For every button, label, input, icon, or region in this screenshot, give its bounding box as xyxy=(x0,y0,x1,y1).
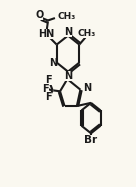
Text: Br: Br xyxy=(84,135,98,145)
Text: CH₃: CH₃ xyxy=(77,29,96,38)
Text: HN: HN xyxy=(38,29,55,39)
Text: N: N xyxy=(64,27,72,36)
Text: N: N xyxy=(83,83,92,93)
Text: N: N xyxy=(64,71,72,81)
Text: N: N xyxy=(49,58,57,68)
Text: O: O xyxy=(35,10,43,20)
Text: CH₃: CH₃ xyxy=(58,12,76,21)
Text: F: F xyxy=(42,84,49,94)
Text: F: F xyxy=(45,75,52,85)
Text: F: F xyxy=(45,92,52,102)
